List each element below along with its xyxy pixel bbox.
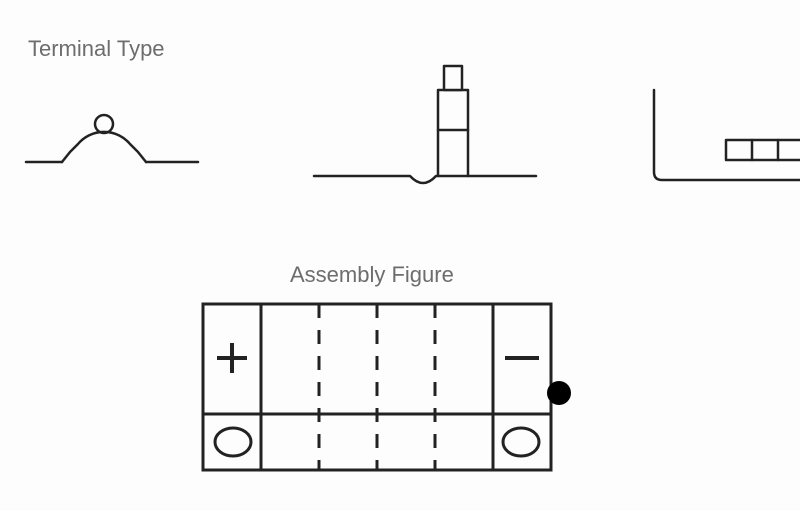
terminal-post-icon [310, 60, 540, 190]
side-knob-icon [547, 381, 571, 405]
terminal-type-label: Terminal Type [28, 36, 165, 62]
terminal-bracket-icon [640, 86, 800, 192]
assembly-figure-label: Assembly Figure [290, 262, 454, 288]
terminal-lug-icon [22, 76, 202, 186]
assembly-battery-diagram [195, 296, 595, 484]
